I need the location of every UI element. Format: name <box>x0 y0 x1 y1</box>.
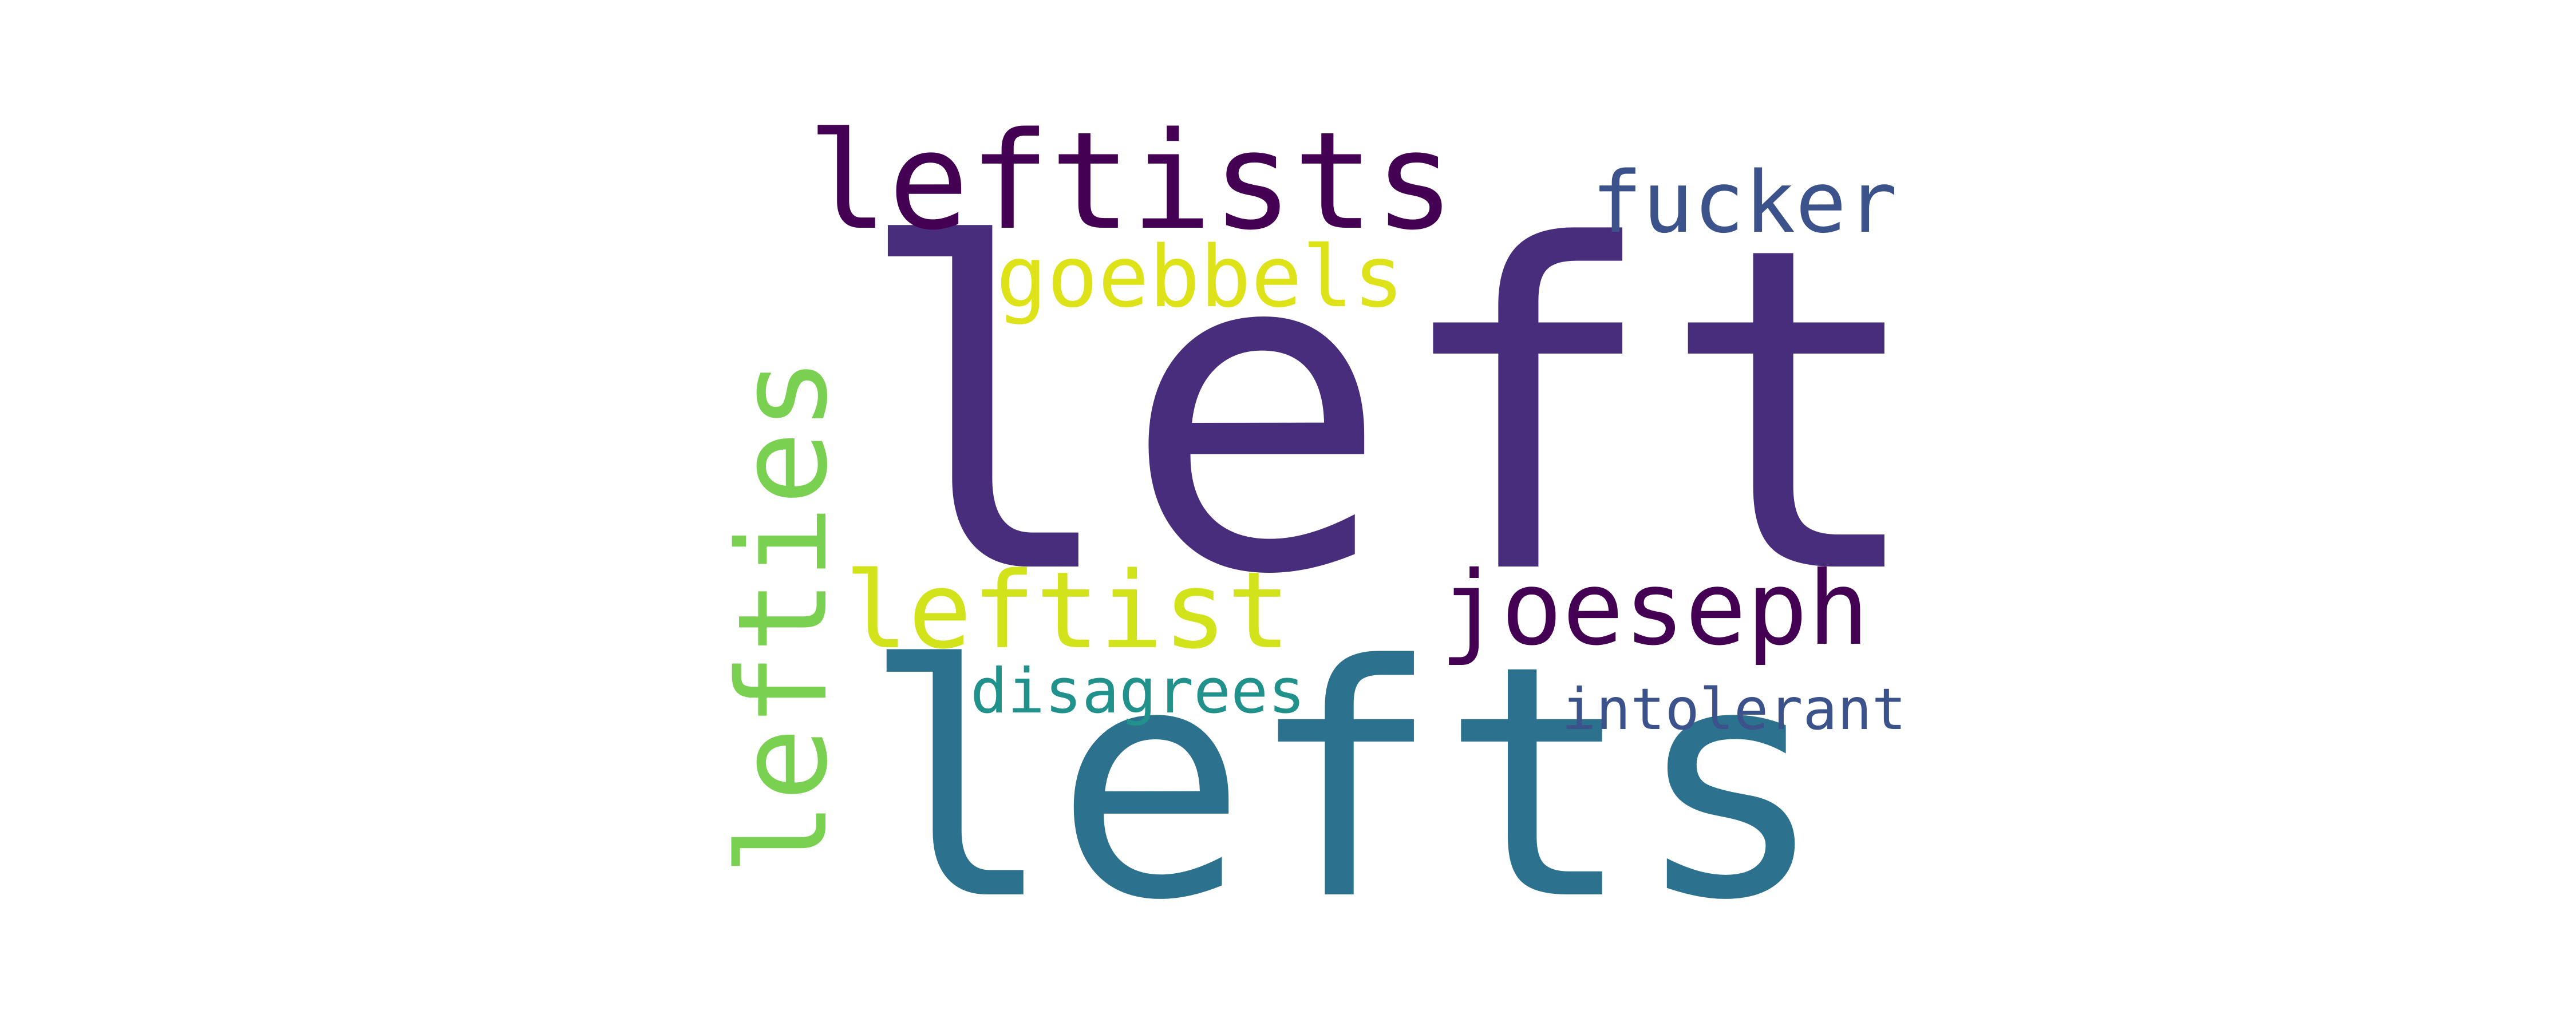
word-lefts: lefts <box>862 597 1827 970</box>
word-left: left <box>853 152 1929 672</box>
word-disagrees: disagrees <box>970 656 1306 727</box>
word-joeseph: joeseph <box>1440 549 1870 668</box>
word-lefties: lefties <box>711 356 855 876</box>
word-leftist: leftist <box>844 549 1291 672</box>
word-leftists: leftists <box>807 104 1455 260</box>
word-intolerant: intolerant <box>1562 676 1907 743</box>
word-goebbels: goebbels <box>996 228 1404 326</box>
word-fucker: fucker <box>1591 153 1898 252</box>
